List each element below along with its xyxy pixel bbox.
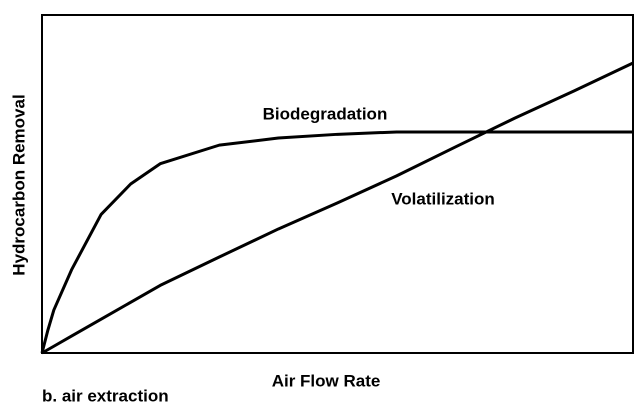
series-line [41,61,634,355]
x-axis-title: Air Flow Rate [272,371,381,390]
y-axis-title: Hydrocarbon Removal [9,94,28,275]
series-label: Biodegradation [263,104,388,123]
caption: b. air extraction [42,386,169,405]
series-label: Volatilization [391,189,495,208]
plot-frame [41,14,634,354]
series-line [40,130,633,354]
